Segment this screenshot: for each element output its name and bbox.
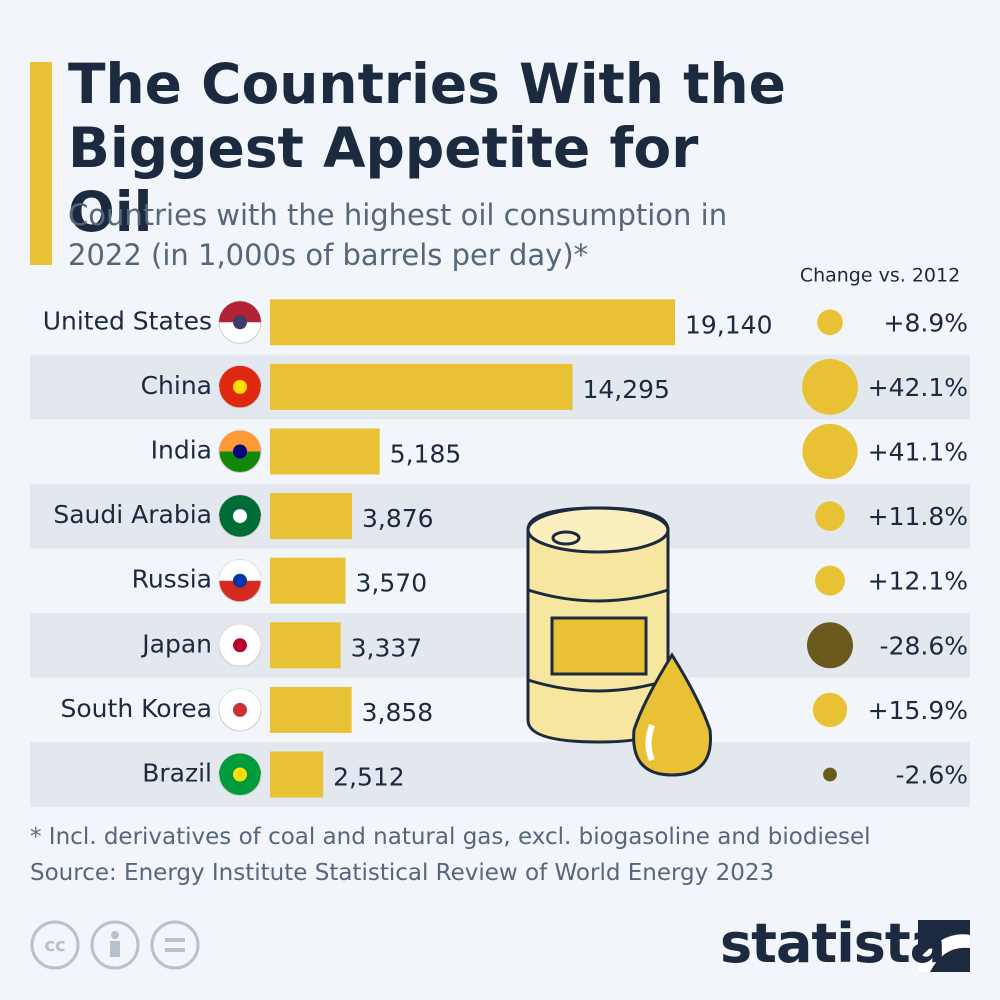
flag-emblem — [233, 444, 247, 459]
category-label: Russia — [132, 565, 212, 594]
change-bubble — [807, 622, 853, 669]
category-label: United States — [43, 306, 212, 335]
value-label: 14,295 — [582, 375, 669, 404]
flag-part — [219, 688, 261, 710]
category-label: China — [141, 371, 212, 400]
change-label: +41.1% — [868, 438, 968, 467]
change-bubble — [802, 423, 858, 480]
change-label: -2.6% — [895, 761, 968, 790]
change-label: +12.1% — [868, 567, 968, 596]
flag-part — [219, 559, 261, 581]
change-bubble — [802, 358, 858, 415]
oil-barrel-illustration — [526, 506, 713, 777]
bar — [270, 751, 324, 798]
value-label: 3,337 — [351, 633, 423, 662]
flag-part — [219, 301, 261, 323]
flag-part — [219, 495, 261, 517]
bar — [270, 686, 352, 733]
change-bubble — [815, 565, 845, 596]
license-icons: cc — [30, 920, 200, 970]
value-label: 3,570 — [356, 569, 428, 598]
flag-emblem — [233, 509, 247, 524]
flag-emblem — [233, 767, 247, 782]
bar — [270, 428, 380, 475]
value-label: 2,512 — [333, 763, 405, 792]
change-label: +11.8% — [868, 502, 968, 531]
bar — [270, 493, 353, 540]
change-header: Change vs. 2012 — [800, 265, 960, 287]
category-label: Saudi Arabia — [53, 500, 212, 529]
category-label: Brazil — [142, 759, 212, 788]
change-label: +42.1% — [868, 373, 968, 402]
flag-emblem — [233, 638, 247, 653]
flag-part — [219, 753, 261, 775]
flag-emblem — [233, 702, 247, 717]
bar — [270, 557, 346, 604]
value-label: 3,858 — [362, 698, 434, 727]
flag-emblem — [233, 379, 247, 394]
category-label: South Korea — [61, 694, 212, 723]
footnote: * Incl. derivatives of coal and natural … — [30, 824, 871, 850]
change-label: +15.9% — [868, 696, 968, 725]
flag-part — [219, 624, 261, 646]
chart-subtitle: Countries with the highest oil consumpti… — [68, 198, 728, 272]
bar — [270, 622, 341, 669]
svg-text:cc: cc — [44, 935, 65, 956]
bar — [270, 363, 573, 410]
value-label: 3,876 — [362, 504, 434, 533]
value-label: 5,185 — [390, 440, 462, 469]
change-label: -28.6% — [880, 631, 968, 660]
source: Source: Energy Institute Statistical Rev… — [30, 860, 775, 886]
change-bubble — [812, 692, 848, 728]
change-bubble — [817, 309, 843, 336]
flag-part — [219, 430, 261, 452]
title-accent — [30, 62, 52, 265]
value-label: 19,140 — [685, 310, 772, 339]
change-bubble — [823, 767, 837, 782]
category-label: Japan — [140, 629, 212, 658]
brand: statista — [720, 912, 946, 975]
row-band — [30, 483, 970, 549]
flag-part — [219, 365, 261, 387]
bar — [270, 299, 675, 346]
row-band — [30, 742, 970, 807]
change-bubble — [815, 501, 845, 531]
chart-title: The Countries With the Biggest Appetite … — [68, 52, 786, 244]
flag-emblem — [233, 315, 247, 330]
change-label: +8.9% — [884, 308, 968, 337]
category-label: India — [151, 436, 212, 465]
brand-logo — [918, 920, 970, 972]
flag-emblem — [233, 573, 247, 588]
